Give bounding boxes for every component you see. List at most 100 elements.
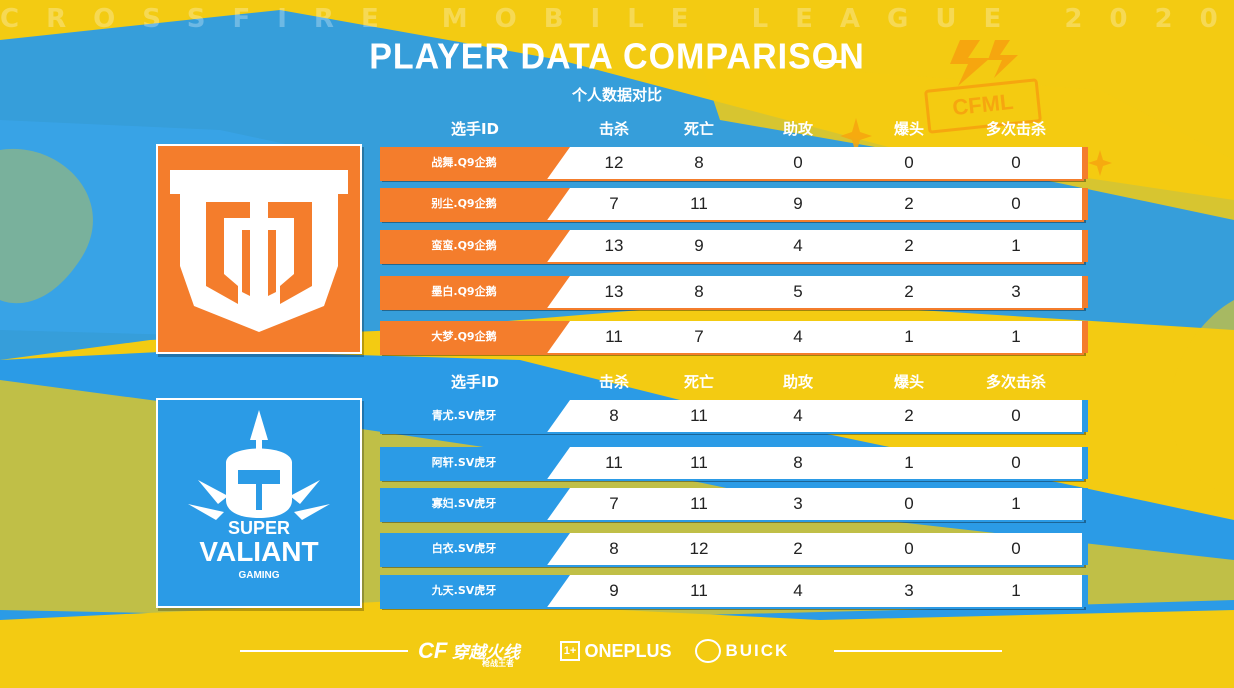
- deaths-value: 9: [694, 236, 704, 255]
- logo-text-super: SUPER: [227, 518, 290, 538]
- table-row: 寡妇.SV虎牙 7 11 3 0 1: [380, 488, 1088, 522]
- headshots-value: 0: [904, 494, 914, 513]
- player-id: 大梦.Q9企鹅: [431, 330, 497, 343]
- multikills-value: 0: [1011, 194, 1021, 213]
- kills-value: 8: [609, 539, 619, 558]
- table-row: 墨白.Q9企鹅 13 8 5 2 3: [380, 276, 1088, 310]
- kills-value: 11: [605, 453, 623, 472]
- footer-divider-left: [240, 650, 408, 652]
- cf-mark-icon: CF: [418, 638, 448, 663]
- headshots-value: 2: [904, 406, 914, 425]
- headshots-value: 2: [904, 282, 914, 301]
- crossfire-logo: CF 穿越火线 枪战王者: [418, 634, 548, 668]
- headshots-value: 0: [904, 539, 914, 558]
- sponsor-footer: CF 穿越火线 枪战王者 1+ ONEPLUS BUICK: [0, 634, 1234, 668]
- multikills-value: 0: [1011, 406, 1021, 425]
- kills-value: 9: [609, 581, 619, 600]
- assists-value: 8: [793, 453, 803, 472]
- multikills-value: 1: [1011, 494, 1021, 513]
- table-row: 青尤.SV虎牙 8 11 4 2 0: [380, 400, 1088, 434]
- kills-value: 7: [609, 494, 619, 513]
- kills-value: 13: [604, 236, 624, 255]
- buick-logo: BUICK: [695, 634, 825, 668]
- player-id: 阿轩.SV虎牙: [431, 456, 497, 469]
- col-assists: 助攻: [782, 120, 813, 138]
- col-deaths: 死亡: [683, 120, 714, 138]
- super-valiant-logo-icon: [188, 410, 330, 520]
- player-id: 蛮蛮.Q9企鹅: [431, 239, 497, 252]
- player-id: 白衣.SV虎牙: [431, 542, 497, 555]
- deaths-value: 7: [694, 327, 704, 346]
- player-id: 寡妇.SV虎牙: [431, 497, 497, 510]
- footer-divider-right: [834, 650, 1002, 652]
- oneplus-logo: 1+ ONEPLUS: [560, 634, 685, 668]
- kills-value: 12: [604, 153, 624, 172]
- multikills-value: 3: [1011, 282, 1021, 301]
- assists-value: 4: [793, 236, 803, 255]
- cf-logo-sub: 枪战王者: [482, 659, 514, 668]
- kills-value: 8: [609, 406, 619, 425]
- assists-value: 2: [793, 539, 803, 558]
- table-row: 别尘.Q9企鹅 7 11 9 2 0: [380, 188, 1088, 222]
- deaths-value: 11: [690, 494, 708, 513]
- player-id: 墨白.Q9企鹅: [431, 285, 497, 298]
- table-row: 白衣.SV虎牙 8 12 2 0 0: [380, 533, 1088, 567]
- assists-value: 4: [793, 406, 803, 425]
- multikills-value: 0: [1011, 153, 1021, 172]
- assists-value: 9: [793, 194, 803, 213]
- league-banner: CROSSFIRE MOBILE LEAGUE 2020: [0, 4, 1234, 34]
- oneplus-mark-icon: 1+: [560, 641, 580, 661]
- col-deaths: 死亡: [683, 373, 714, 391]
- deaths-value: 8: [694, 282, 704, 301]
- headshots-value: 3: [904, 581, 914, 600]
- col-player-id: 选手ID: [450, 120, 500, 138]
- deaths-value: 11: [690, 194, 708, 213]
- table-row: 蛮蛮.Q9企鹅 13 9 4 2 1: [380, 230, 1088, 264]
- col-headshots: 爆头: [893, 373, 924, 391]
- deaths-value: 11: [690, 406, 708, 425]
- col-kills: 击杀: [598, 120, 629, 138]
- kills-value: 11: [605, 327, 623, 346]
- deaths-value: 8: [694, 153, 704, 172]
- headshots-value: 1: [904, 327, 914, 346]
- multikills-value: 0: [1011, 453, 1021, 472]
- col-player-id: 选手ID: [450, 373, 500, 391]
- multikills-value: 0: [1011, 539, 1021, 558]
- player-id: 战舞.Q9企鹅: [431, 156, 497, 169]
- headshots-value: 2: [904, 194, 914, 213]
- col-multikills: 多次击杀: [985, 373, 1046, 391]
- page-subtitle: 个人数据对比: [571, 86, 662, 104]
- headshots-value: 2: [904, 236, 914, 255]
- assists-value: 0: [793, 153, 803, 172]
- assists-value: 4: [793, 327, 803, 346]
- buick-shield-icon: [695, 639, 721, 663]
- team-2-logo: SUPER VALIANT GAMING: [156, 398, 362, 608]
- col-kills: 击杀: [598, 373, 629, 391]
- multikills-value: 1: [1011, 581, 1021, 600]
- player-id: 九天.SV虎牙: [431, 584, 497, 597]
- multikills-value: 1: [1011, 236, 1021, 255]
- cf-logo-text: 穿越火线: [451, 643, 520, 662]
- col-assists: 助攻: [782, 373, 813, 391]
- deaths-value: 11: [690, 581, 708, 600]
- deaths-value: 11: [690, 453, 708, 472]
- kills-value: 7: [609, 194, 619, 213]
- deaths-value: 12: [689, 539, 709, 558]
- headshots-value: 0: [904, 153, 914, 172]
- buick-text: BUICK: [725, 641, 790, 660]
- logo-text-gaming: GAMING: [238, 570, 280, 581]
- assists-value: 3: [793, 494, 803, 513]
- col-headshots: 爆头: [893, 120, 924, 138]
- team-1-logo: [156, 144, 362, 354]
- headshots-value: 1: [904, 453, 914, 472]
- q9-team-logo-icon: [170, 170, 348, 332]
- table-row: 阿轩.SV虎牙 11 11 8 1 0: [380, 447, 1088, 481]
- multikills-value: 1: [1011, 327, 1021, 346]
- table-row: 战舞.Q9企鹅 12 8 0 0 0: [380, 147, 1088, 181]
- assists-value: 4: [793, 581, 803, 600]
- player-id: 别尘.Q9企鹅: [431, 197, 497, 210]
- player-id: 青尤.SV虎牙: [431, 409, 497, 422]
- col-multikills: 多次击杀: [985, 120, 1046, 138]
- logo-text-valiant: VALIANT: [199, 536, 319, 567]
- title-dash: [820, 60, 842, 63]
